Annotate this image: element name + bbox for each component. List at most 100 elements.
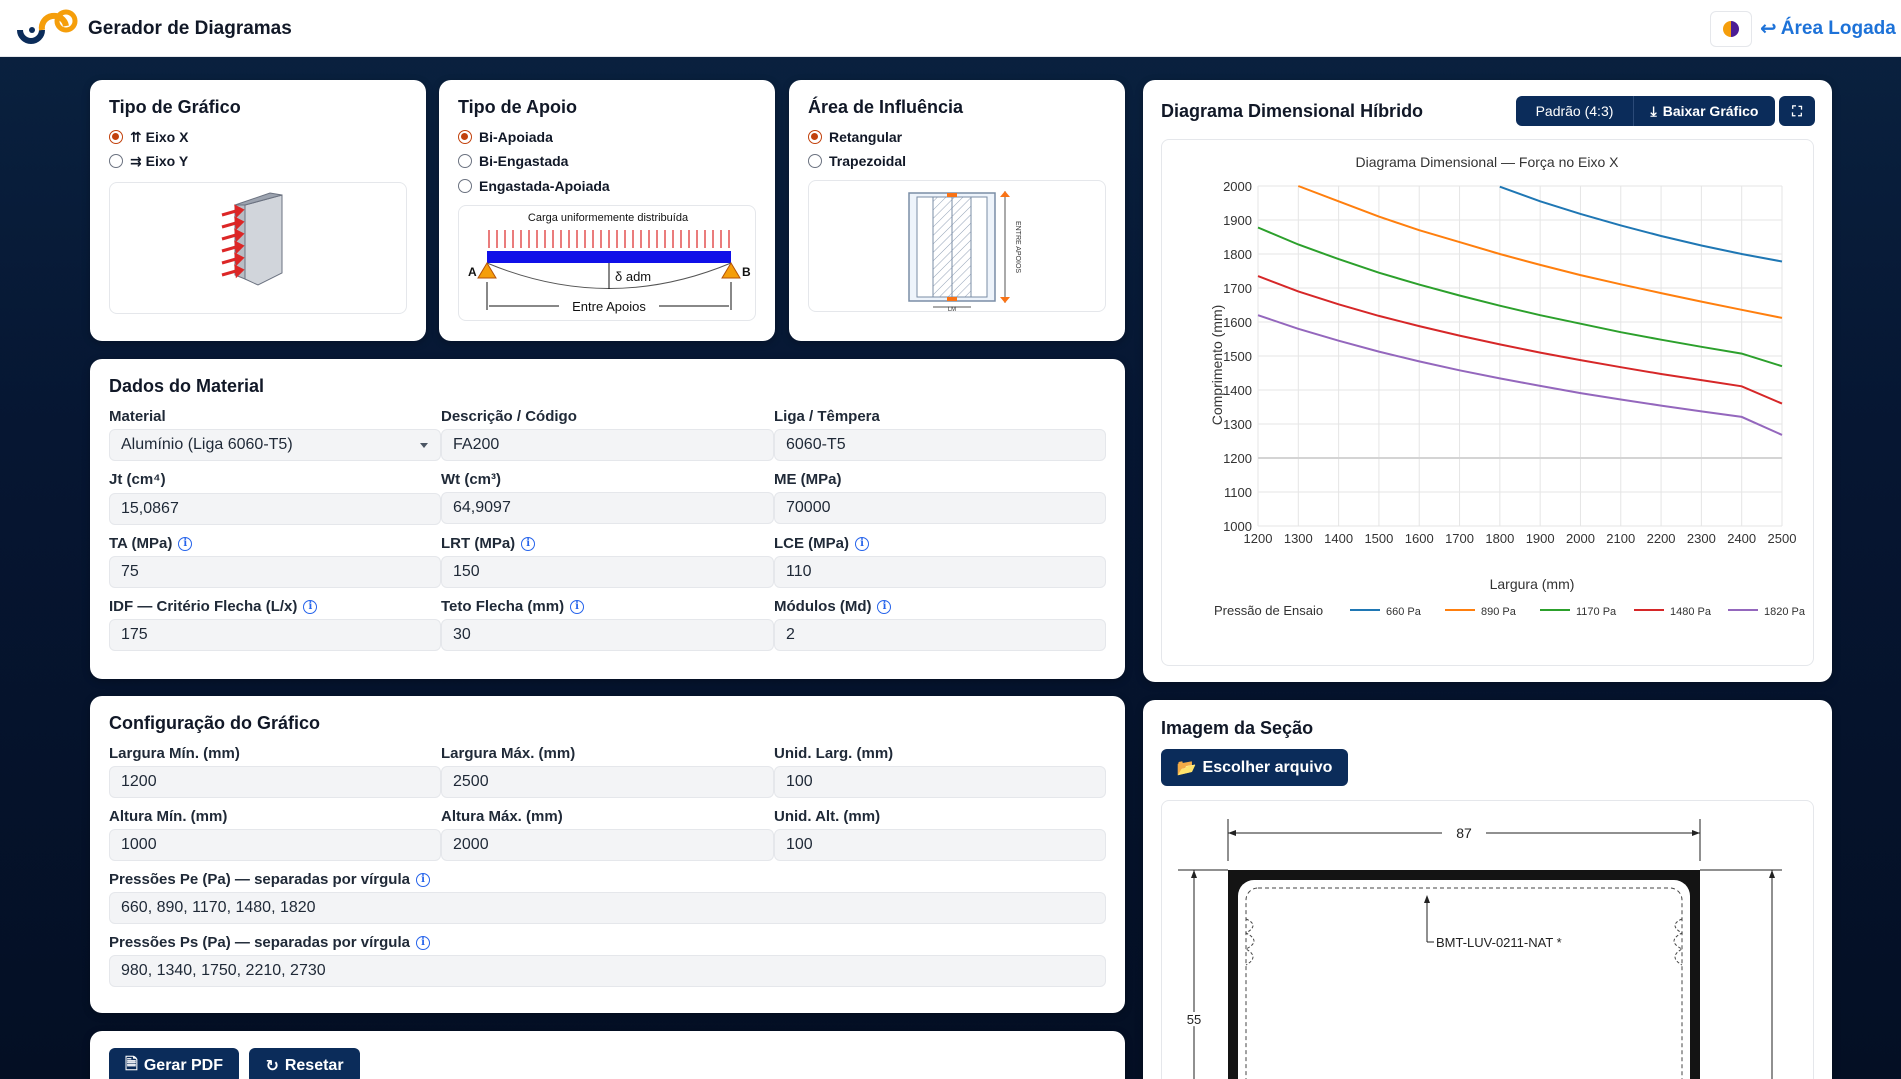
ta-input[interactable]: 75 bbox=[109, 556, 441, 588]
tipo-grafico-card: Tipo de Gráfico ⇈ Eixo X ⇉ Eixo Y bbox=[90, 80, 426, 341]
wt-input[interactable]: 64,9097 bbox=[441, 492, 774, 524]
theme-toggle-button[interactable] bbox=[1710, 11, 1752, 47]
radio-bi-apoiada-dot[interactable] bbox=[458, 130, 472, 144]
larg-max-input[interactable]: 2500 bbox=[441, 766, 774, 798]
lrt-input[interactable]: 150 bbox=[441, 556, 774, 588]
chart-card-title: Diagrama Dimensional Híbrido bbox=[1161, 101, 1424, 121]
x-tick-label: 1900 bbox=[1526, 531, 1555, 546]
radio-bi-apoiada-label: Bi-Apoiada bbox=[479, 129, 553, 145]
beam-deflection-label: δ adm bbox=[615, 269, 651, 284]
radio-bi-apoiada[interactable]: Bi-Apoiada bbox=[458, 125, 553, 149]
y-tick-label: 1900 bbox=[1223, 213, 1252, 228]
fullscreen-button[interactable]: ⛶ bbox=[1779, 96, 1815, 126]
radio-eixo-x-dot[interactable] bbox=[109, 130, 123, 144]
larg-max-label: Largura Máx. (mm) bbox=[441, 745, 576, 762]
radio-retangular[interactable]: Retangular bbox=[808, 125, 902, 149]
radio-bi-engastada[interactable]: Bi-Engastada bbox=[458, 149, 568, 173]
section-card: Imagem da Seção 📂 Escolher arquivo 87 55 bbox=[1143, 700, 1832, 1079]
y-tick-label: 1700 bbox=[1223, 281, 1252, 296]
baixar-grafico-button[interactable]: ⤓ Baixar Gráfico bbox=[1634, 96, 1775, 126]
material-select-value: Alumínio (Liga 6060-T5) bbox=[121, 436, 293, 453]
section-part-label: BMT-LUV-0211-NAT * bbox=[1436, 935, 1562, 950]
baixar-grafico-label: Baixar Gráfico bbox=[1662, 103, 1759, 119]
config-card: Configuração do Gráfico Largura Mín. (mm… bbox=[90, 696, 1125, 1013]
gerar-pdf-label: Gerar PDF bbox=[143, 1057, 223, 1074]
aspect-select[interactable]: Padrão (4:3) bbox=[1516, 96, 1634, 126]
x-tick-label: 2400 bbox=[1727, 531, 1756, 546]
liga-label: Liga / Têmpera bbox=[774, 408, 880, 425]
unid-larg-input[interactable]: 100 bbox=[774, 766, 1106, 798]
legend-item-label: 1170 Pa bbox=[1576, 606, 1617, 618]
actions-card: 🗎 Gerar PDF ↻ Resetar bbox=[90, 1031, 1125, 1079]
teto-input[interactable]: 30 bbox=[441, 619, 774, 651]
resetar-label: Resetar bbox=[284, 1057, 344, 1074]
radio-bi-engastada-dot[interactable] bbox=[458, 154, 472, 168]
chart-x-label: Largura (mm) bbox=[1490, 576, 1575, 592]
series-line-1480-pa bbox=[1257, 275, 1783, 405]
material-select[interactable]: Alumínio (Liga 6060-T5) bbox=[109, 429, 441, 461]
radio-eixo-y[interactable]: ⇉ Eixo Y bbox=[109, 149, 188, 173]
alt-max-label: Altura Máx. (mm) bbox=[441, 808, 563, 825]
tipo-apoio-title: Tipo de Apoio bbox=[458, 97, 577, 117]
section-height-dim: 55 bbox=[1187, 1012, 1201, 1027]
chart-card: Diagrama Dimensional Híbrido Padrão (4:3… bbox=[1143, 80, 1832, 682]
legend-item-label: 660 Pa bbox=[1386, 606, 1422, 618]
liga-input[interactable]: 6060-T5 bbox=[774, 429, 1106, 461]
radio-trapezoidal[interactable]: Trapezoidal bbox=[808, 149, 906, 173]
radio-retangular-dot[interactable] bbox=[808, 130, 822, 144]
descricao-input[interactable]: FA200 bbox=[441, 429, 774, 461]
larg-min-input[interactable]: 1200 bbox=[109, 766, 441, 798]
info-icon[interactable]: i bbox=[415, 935, 430, 950]
info-icon[interactable]: i bbox=[877, 599, 892, 614]
resetar-button[interactable]: ↻ Resetar bbox=[249, 1048, 360, 1079]
idf-label: IDF — Critério Flecha (L/x) i bbox=[109, 598, 318, 615]
wt-label: Wt (cm³) bbox=[441, 471, 501, 488]
area-logada-label: Área Logada bbox=[1780, 17, 1896, 39]
y-tick-label: 1600 bbox=[1223, 315, 1252, 330]
jt-input[interactable]: 15,0867 bbox=[109, 493, 441, 525]
info-icon[interactable]: i bbox=[570, 599, 585, 614]
info-icon[interactable]: i bbox=[855, 536, 869, 551]
idf-input[interactable]: 175 bbox=[109, 619, 441, 651]
ps-input[interactable]: 980, 1340, 1750, 2210, 2730 bbox=[109, 955, 1106, 987]
area-logada-link[interactable]: ↩ Área Logada bbox=[1760, 16, 1896, 41]
radio-retangular-label: Retangular bbox=[829, 129, 903, 145]
jt-label: Jt (cm⁴) bbox=[109, 471, 166, 488]
x-tick-label: 1600 bbox=[1405, 531, 1434, 546]
lce-input[interactable]: 110 bbox=[774, 556, 1106, 588]
y-tick-label: 1000 bbox=[1223, 519, 1252, 534]
alt-min-label: Altura Mín. (mm) bbox=[109, 808, 228, 825]
descricao-label: Descrição / Código bbox=[441, 408, 577, 425]
radio-trapezoidal-dot[interactable] bbox=[808, 154, 822, 168]
info-icon[interactable]: i bbox=[178, 536, 193, 551]
gerar-pdf-button[interactable]: 🗎 Gerar PDF bbox=[109, 1048, 239, 1079]
alt-max-input[interactable]: 2000 bbox=[441, 829, 774, 861]
beam-diagram: Carga uniformemente distribuída δ adm A bbox=[458, 205, 756, 321]
info-icon[interactable]: i bbox=[521, 536, 536, 551]
material-card: Dados do Material Material Alumínio (Lig… bbox=[90, 359, 1125, 679]
pe-input[interactable]: 660, 890, 1170, 1480, 1820 bbox=[109, 892, 1106, 924]
eixo-illustration bbox=[109, 182, 407, 314]
info-icon[interactable]: i bbox=[303, 599, 318, 614]
legend-item-label: 1480 Pa bbox=[1670, 606, 1712, 618]
escolher-arquivo-button[interactable]: 📂 Escolher arquivo bbox=[1161, 749, 1348, 786]
radio-eixo-y-dot[interactable] bbox=[109, 154, 123, 168]
teto-label: Teto Flecha (mm) i bbox=[441, 598, 585, 615]
theme-icon bbox=[1723, 21, 1739, 37]
y-tick-label: 1300 bbox=[1223, 417, 1252, 432]
radio-bi-engastada-label: Bi-Engastada bbox=[479, 153, 569, 169]
line-chart: Diagrama Dimensional — Força no Eixo X 1… bbox=[1209, 154, 1806, 618]
radio-engastada-apoiada-dot[interactable] bbox=[458, 179, 472, 193]
tipo-grafico-title: Tipo de Gráfico bbox=[109, 97, 241, 117]
alt-min-input[interactable]: 1000 bbox=[109, 829, 441, 861]
info-icon[interactable]: i bbox=[415, 872, 430, 887]
ps-label: Pressões Ps (Pa) — separadas por vírgula… bbox=[109, 934, 430, 951]
section-drawing: 87 55 BMT-LUV-0211-NAT * bbox=[1178, 819, 1782, 1079]
radio-eixo-x-label: ⇈ Eixo X bbox=[130, 128, 189, 145]
radio-engastada-apoiada[interactable]: Engastada-Apoiada bbox=[458, 174, 610, 198]
top-bar: Gerador de Diagramas ↩ Área Logada bbox=[0, 0, 1901, 57]
modulos-input[interactable]: 2 bbox=[774, 619, 1106, 651]
radio-eixo-x[interactable]: ⇈ Eixo X bbox=[109, 125, 188, 149]
me-input[interactable]: 70000 bbox=[774, 492, 1106, 524]
unid-alt-input[interactable]: 100 bbox=[774, 829, 1106, 861]
